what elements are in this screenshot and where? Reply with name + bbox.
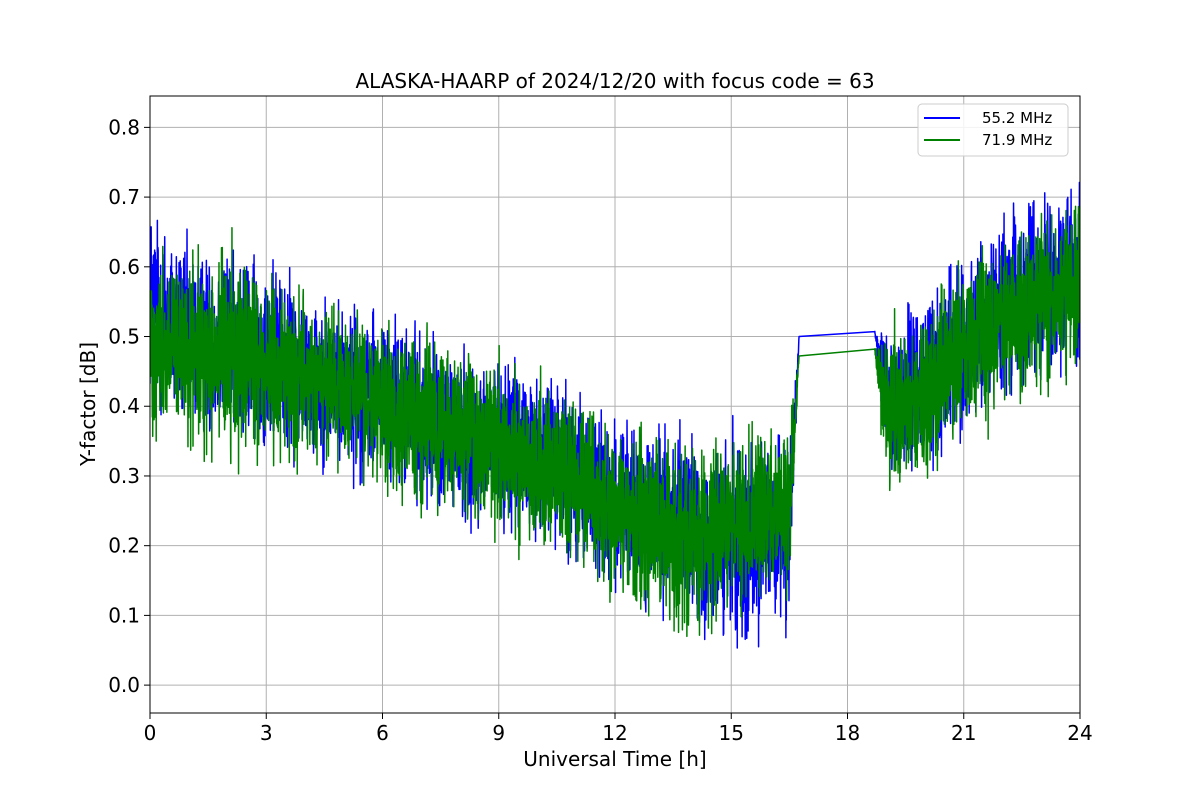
x-tick-label: 0 bbox=[144, 721, 157, 745]
legend: 55.2 MHz 71.9 MHz bbox=[917, 103, 1069, 157]
series-layer bbox=[150, 181, 1080, 649]
x-tick-label: 21 bbox=[951, 721, 976, 745]
legend-label-71-9: 71.9 MHz bbox=[982, 131, 1052, 149]
x-tick-label: 6 bbox=[376, 721, 389, 745]
y-tick-label: 0.8 bbox=[108, 115, 140, 139]
series-group bbox=[150, 181, 1080, 649]
x-axis-label: Universal Time [h] bbox=[523, 747, 706, 771]
y-tick-label: 0.2 bbox=[108, 534, 140, 558]
y-tick-label: 0.5 bbox=[108, 325, 140, 349]
x-tick-label: 24 bbox=[1067, 721, 1092, 745]
series-line-71-9-mhz bbox=[150, 205, 1080, 638]
legend-label-55-2: 55.2 MHz bbox=[982, 109, 1052, 127]
y-tick-label: 0.4 bbox=[108, 394, 140, 418]
x-tick-label: 18 bbox=[835, 721, 860, 745]
x-axis: 0 3 6 9 12 15 18 21 24 bbox=[144, 713, 1093, 745]
y-tick-label: 0.6 bbox=[108, 255, 140, 279]
y-axis-label: Y-factor [dB] bbox=[76, 342, 100, 467]
y-tick-label: 0.1 bbox=[108, 603, 140, 627]
x-tick-label: 3 bbox=[260, 721, 273, 745]
x-tick-label: 9 bbox=[492, 721, 505, 745]
x-tick-label: 15 bbox=[719, 721, 744, 745]
y-tick-label: 0.3 bbox=[108, 464, 140, 488]
x-tick-label: 12 bbox=[602, 721, 627, 745]
y-axis: 0.0 0.1 0.2 0.3 0.4 0.5 0.6 0.7 0.8 bbox=[108, 115, 150, 697]
y-tick-label: 0.7 bbox=[108, 185, 140, 209]
y-tick-label: 0.0 bbox=[108, 673, 140, 697]
chart-title: ALASKA-HAARP of 2024/12/20 with focus co… bbox=[355, 69, 874, 93]
